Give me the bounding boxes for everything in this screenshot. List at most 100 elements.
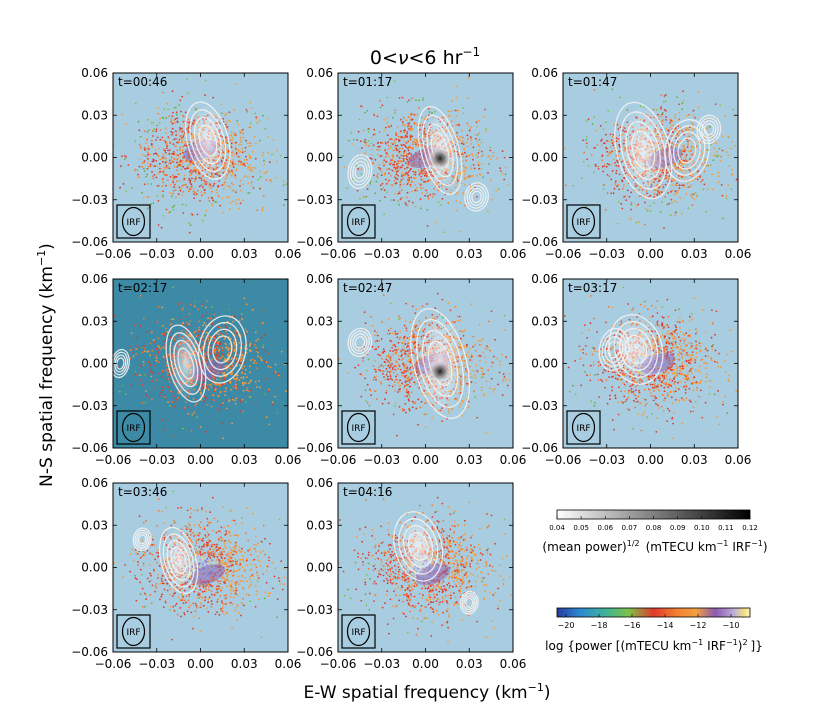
data-point [189,303,192,306]
data-point [234,134,237,137]
data-point [181,203,184,206]
data-point [383,129,386,132]
data-point [160,391,163,394]
data-point [390,125,393,127]
data-point [161,178,164,181]
data-point [272,403,274,406]
data-point [408,145,411,148]
data-point [232,183,235,186]
data-point [239,362,242,365]
x-tick-label: −0.06 [95,247,132,261]
data-point [688,150,690,153]
data-point [489,179,492,182]
data-point [264,127,266,130]
data-point [239,202,242,205]
data-point [194,398,197,401]
data-point [146,139,149,141]
data-point [420,168,423,170]
data-point [189,163,192,166]
data-point [463,204,466,207]
data-point [617,165,620,168]
data-point [404,356,407,358]
data-point [162,340,165,343]
data-point [215,357,218,360]
data-point [170,320,173,323]
data-point [447,110,450,113]
data-point [198,326,201,329]
data-point [241,351,244,353]
data-point [178,138,181,141]
data-point [261,309,263,311]
data-point [138,129,141,132]
data-point [656,194,659,197]
data-point [244,361,247,364]
data-point [411,334,414,337]
data-point [390,138,392,141]
data-point [400,359,403,362]
data-point [147,361,150,364]
data-point [244,146,247,149]
data-point [403,149,406,152]
data-point [647,195,650,198]
data-point [406,166,409,169]
contour-line [189,109,227,173]
data-point [196,189,199,192]
data-point [467,138,469,141]
data-point [659,211,662,213]
data-point [173,121,176,124]
data-point [649,210,652,213]
data-point [109,404,111,406]
irf-box [341,204,376,239]
data-point [362,129,365,132]
data-point [235,360,238,363]
data-point [231,357,234,360]
data-point [421,172,424,175]
data-point [143,350,146,353]
contour-fill [189,105,227,177]
data-point [712,159,715,162]
data-point [146,167,149,170]
data-point [197,173,200,176]
data-point [392,350,394,352]
data-point [227,353,230,356]
data-point [234,174,237,177]
data-point [338,358,341,360]
data-point [155,359,158,362]
data-point [378,199,381,202]
data-point [163,108,166,110]
data-point [376,173,379,175]
data-point [454,171,457,174]
data-point [217,184,220,187]
data-point [434,307,437,309]
data-point [467,155,470,158]
data-point [203,189,206,191]
data-point [676,201,679,204]
data-point [635,221,638,224]
data-point [134,370,136,373]
data-point [385,156,387,158]
data-point [225,326,228,329]
data-point [230,174,233,177]
data-point [585,142,588,145]
data-point [201,330,204,333]
data-point [146,147,149,150]
data-point [705,210,707,213]
data-point [163,169,165,172]
data-point [406,393,409,396]
data-point [500,170,502,172]
data-point [457,172,460,175]
data-point [216,351,219,354]
data-point [218,383,221,386]
data-point [233,348,236,351]
data-point [404,340,406,342]
data-point [225,176,228,179]
data-point [161,376,163,378]
data-point [234,330,237,332]
data-point [257,338,259,341]
data-point [241,367,244,370]
data-point [610,178,613,181]
data-point [161,333,164,335]
data-point [225,387,228,390]
data-point [713,147,716,150]
data-point [727,184,730,187]
